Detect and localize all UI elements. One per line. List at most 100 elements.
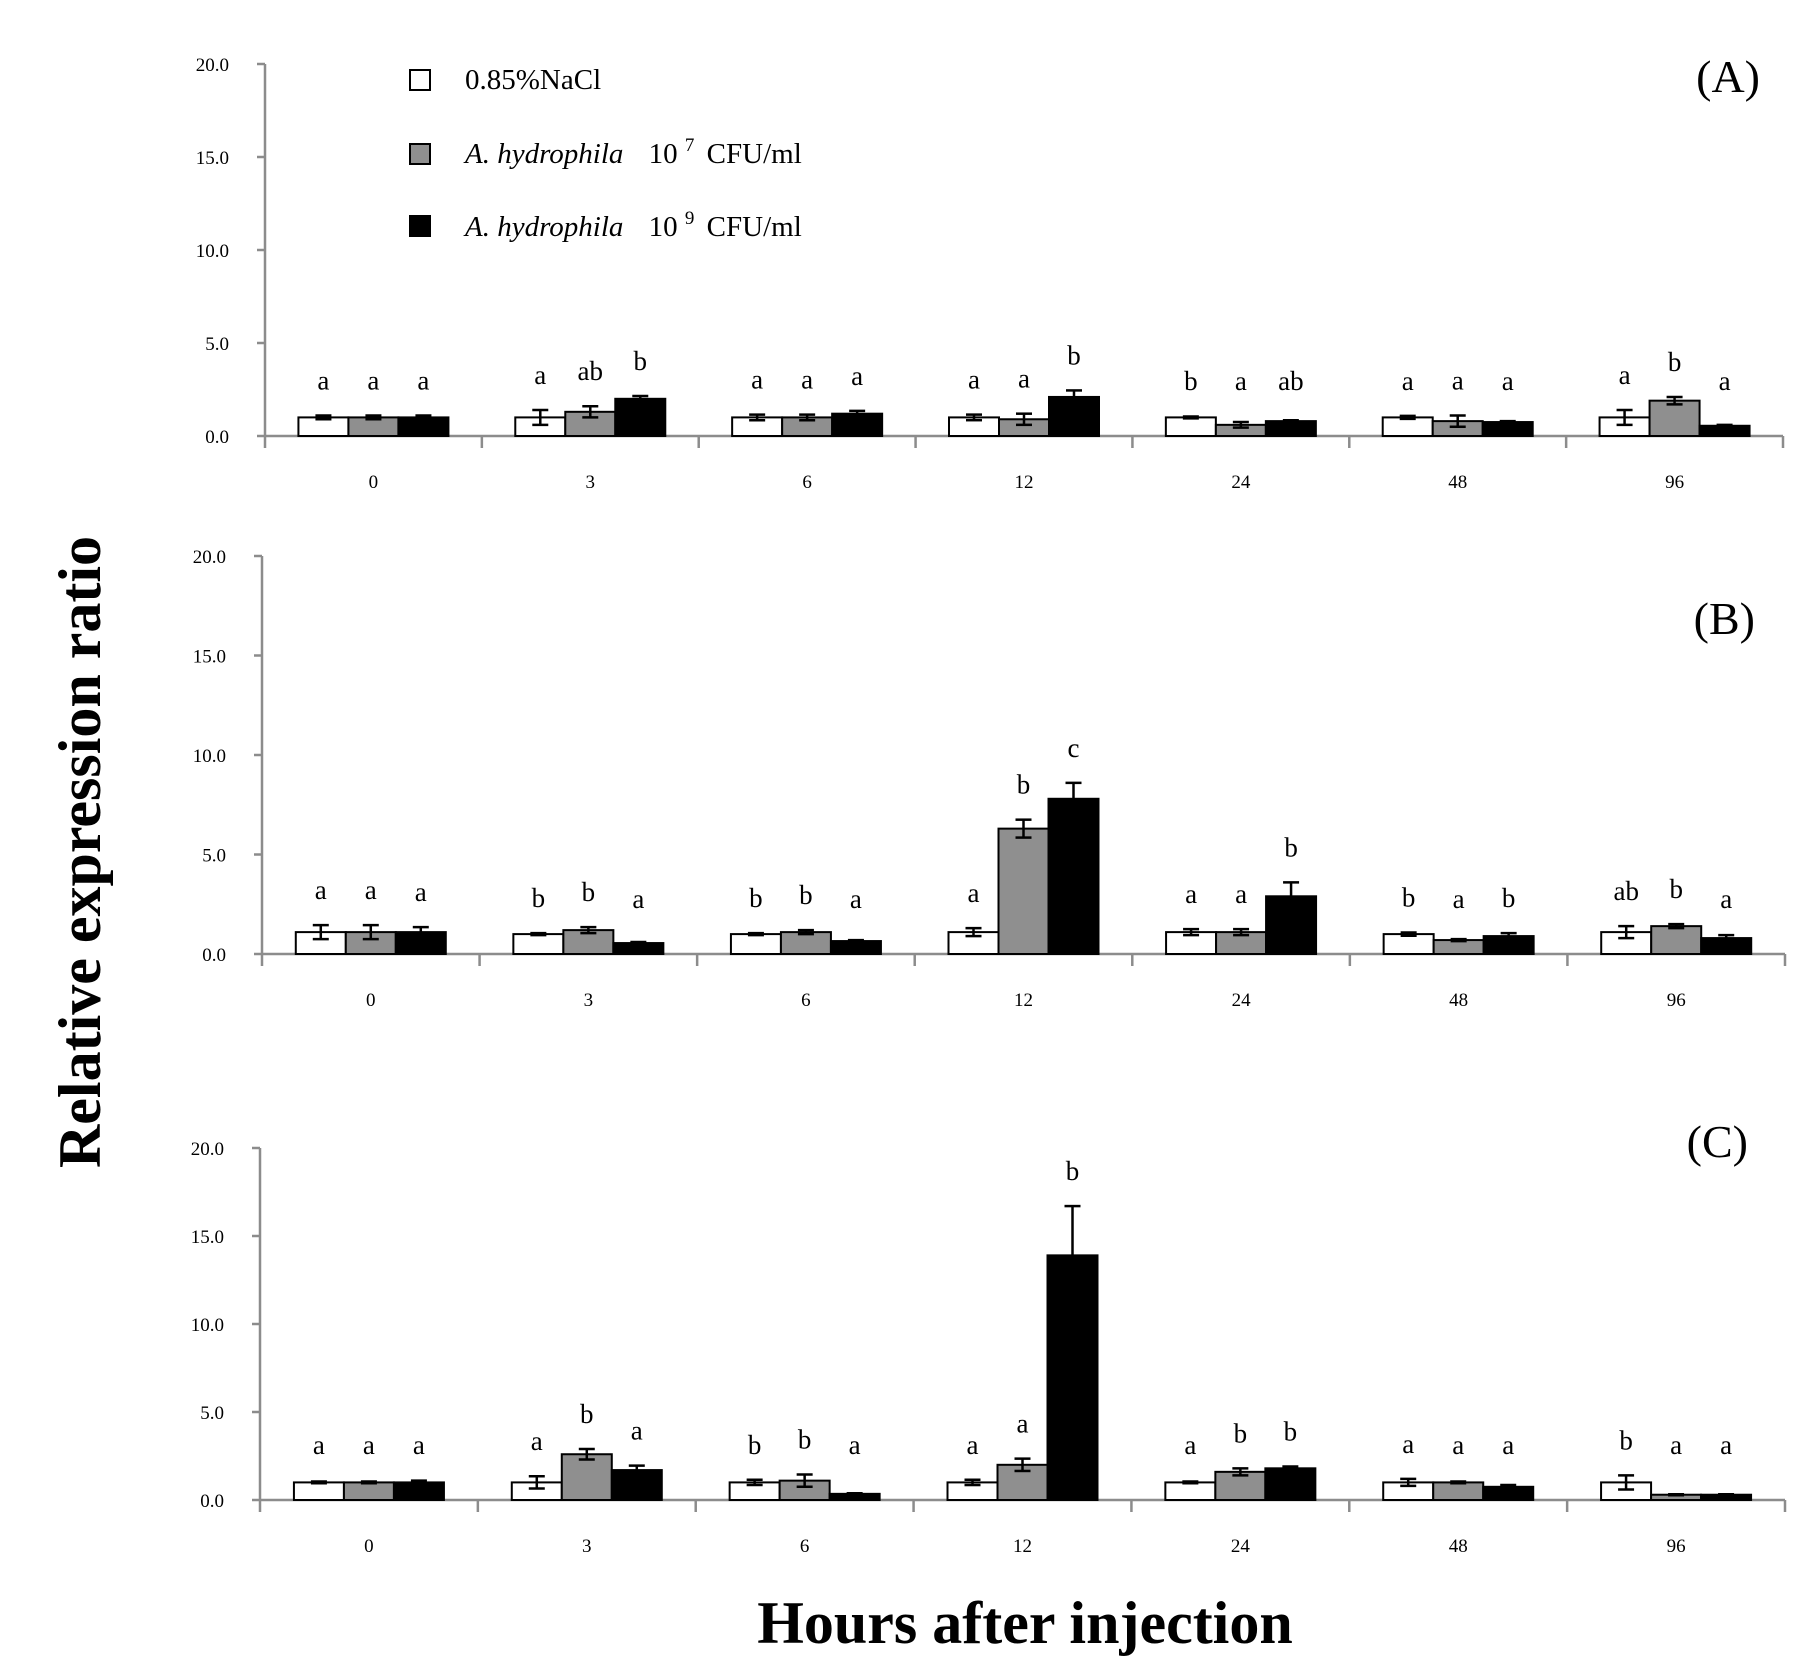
- legend-italic-ah9: A. hydrophila: [463, 211, 623, 243]
- significance-letter: a: [1453, 884, 1465, 914]
- legend-base-ah7: 10: [649, 138, 678, 170]
- x-tick-label: 0: [369, 472, 379, 493]
- legend-swatch-ah7: [409, 143, 431, 165]
- significance-letter: ab: [1613, 876, 1638, 906]
- x-tick-label: 96: [1667, 1536, 1686, 1557]
- x-tick-label: 12: [1014, 990, 1033, 1011]
- significance-letter: a: [1235, 366, 1247, 396]
- legend-item-ah7: A. hydrophila 10 7 CFU/ml: [409, 126, 802, 170]
- x-tick-label: 48: [1448, 472, 1467, 493]
- significance-letter: a: [531, 1426, 543, 1456]
- significance-letter: ab: [578, 356, 603, 386]
- significance-letter: a: [1402, 1429, 1414, 1459]
- significance-letter: b: [749, 883, 763, 913]
- x-tick-label: 96: [1665, 472, 1684, 493]
- significance-letter: a: [1670, 1430, 1682, 1460]
- significance-letter: b: [1066, 1156, 1080, 1186]
- bar: [292, 1481, 345, 1502]
- x-tick-label: 48: [1449, 990, 1468, 1011]
- significance-letter: a: [367, 366, 379, 396]
- significance-letter: ab: [1278, 366, 1303, 396]
- significance-letter: a: [534, 360, 546, 390]
- significance-letter: b: [1619, 1425, 1633, 1455]
- bar: [342, 1481, 395, 1502]
- significance-letter: a: [413, 1430, 425, 1460]
- significance-letter: b: [1668, 347, 1682, 377]
- significance-letter: b: [532, 883, 546, 913]
- legend: 0.85%NaCl A. hydrophila 10 7 CFU/ml A. h…: [409, 64, 802, 243]
- panel-3: 0.0 5.0 10.0 15.0 20.0 0 3 6 12 24 48 96 a a a a b a b b a a a…: [191, 1116, 1787, 1557]
- significance-letter: a: [1720, 884, 1732, 914]
- significance-letter: a: [1017, 1409, 1029, 1439]
- x-tick-label: 3: [586, 472, 596, 493]
- x-tick-label: 48: [1449, 1536, 1468, 1557]
- y-tick-label: 15.0: [191, 1227, 224, 1248]
- significance-letter: b: [748, 1430, 762, 1460]
- x-axis-title: Hours after injection: [757, 1590, 1292, 1656]
- bar: [1047, 797, 1100, 956]
- significance-letter: b: [634, 346, 648, 376]
- bar: [1381, 416, 1434, 437]
- panel-2: 0.05.010.015.020.00 3 6 12 24 48 96a a a b b a b b a ab…: [193, 547, 1787, 1011]
- significance-letter: b: [799, 880, 813, 910]
- x-tick-label: 12: [1013, 1536, 1032, 1557]
- x-tick-label: 0: [364, 1536, 374, 1557]
- x-tick-label: 12: [1015, 472, 1034, 493]
- significance-letter: a: [417, 366, 429, 396]
- bar: [729, 933, 782, 955]
- legend-label-ah9: A. hydrophila 10 9 CFU/ml: [463, 199, 802, 243]
- significance-letter: b: [1284, 832, 1298, 862]
- significance-letter: a: [1018, 364, 1030, 394]
- y-tick-label: 0.0: [202, 945, 226, 966]
- significance-letter: a: [1502, 366, 1514, 396]
- panel-1: 0.05.010.015.020.00 3 6 12 24 48 96a a a a ab ba a a a…: [196, 51, 1785, 493]
- legend-base-ah9: 10: [649, 211, 678, 243]
- significance-letter: c: [1068, 733, 1080, 763]
- significance-letter: a: [632, 884, 644, 914]
- y-tick-label: 20.0: [191, 1139, 224, 1160]
- y-tick-label: 20.0: [196, 55, 229, 76]
- significance-letter: a: [365, 875, 377, 905]
- legend-swatch-ah9: [409, 215, 431, 237]
- legend-item-nacl: 0.85%NaCl: [409, 64, 601, 96]
- significance-letter: a: [1619, 360, 1631, 390]
- legend-unit-ah7: CFU/ml: [707, 138, 802, 170]
- significance-letter: b: [580, 1399, 594, 1429]
- significance-letter: a: [1235, 879, 1247, 909]
- significance-letter: a: [313, 1430, 325, 1460]
- significance-letter: a: [1502, 1430, 1514, 1460]
- significance-letter: a: [1452, 1430, 1464, 1460]
- x-tick-label: 24: [1231, 1536, 1251, 1557]
- bar: [1264, 420, 1317, 437]
- bar: [1650, 925, 1703, 956]
- significance-letter: b: [1402, 883, 1416, 913]
- panel-label: (B): [1694, 593, 1755, 644]
- bar: [1648, 399, 1701, 438]
- significance-letter: b: [1669, 874, 1683, 904]
- significance-letter: a: [801, 365, 813, 395]
- y-axis-title: Relative expression ratio: [47, 536, 113, 1168]
- significance-letter: b: [1234, 1418, 1248, 1448]
- bar: [512, 933, 565, 955]
- panel-label: (A): [1696, 51, 1760, 102]
- significance-letter: a: [1719, 366, 1731, 396]
- significance-letter: a: [1402, 366, 1414, 396]
- significance-letter: a: [968, 878, 980, 908]
- y-tick-label: 10.0: [191, 1315, 224, 1336]
- significance-letter: a: [850, 884, 862, 914]
- significance-letter: a: [1185, 879, 1197, 909]
- significance-letter: a: [967, 1430, 979, 1460]
- y-tick-label: 5.0: [202, 846, 226, 867]
- legend-exp-ah7: 7: [685, 135, 695, 156]
- bar: [614, 397, 667, 437]
- legend-item-ah9: A. hydrophila 10 9 CFU/ml: [409, 199, 802, 243]
- significance-letter: a: [1184, 1430, 1196, 1460]
- legend-label-ah7: A. hydrophila 10 7 CFU/ml: [463, 126, 802, 170]
- x-tick-label: 3: [582, 1536, 592, 1557]
- y-tick-label: 20.0: [193, 547, 226, 568]
- y-tick-label: 10.0: [193, 746, 226, 767]
- significance-letter: a: [315, 875, 327, 905]
- bar: [1382, 933, 1435, 955]
- bar: [1432, 1481, 1485, 1502]
